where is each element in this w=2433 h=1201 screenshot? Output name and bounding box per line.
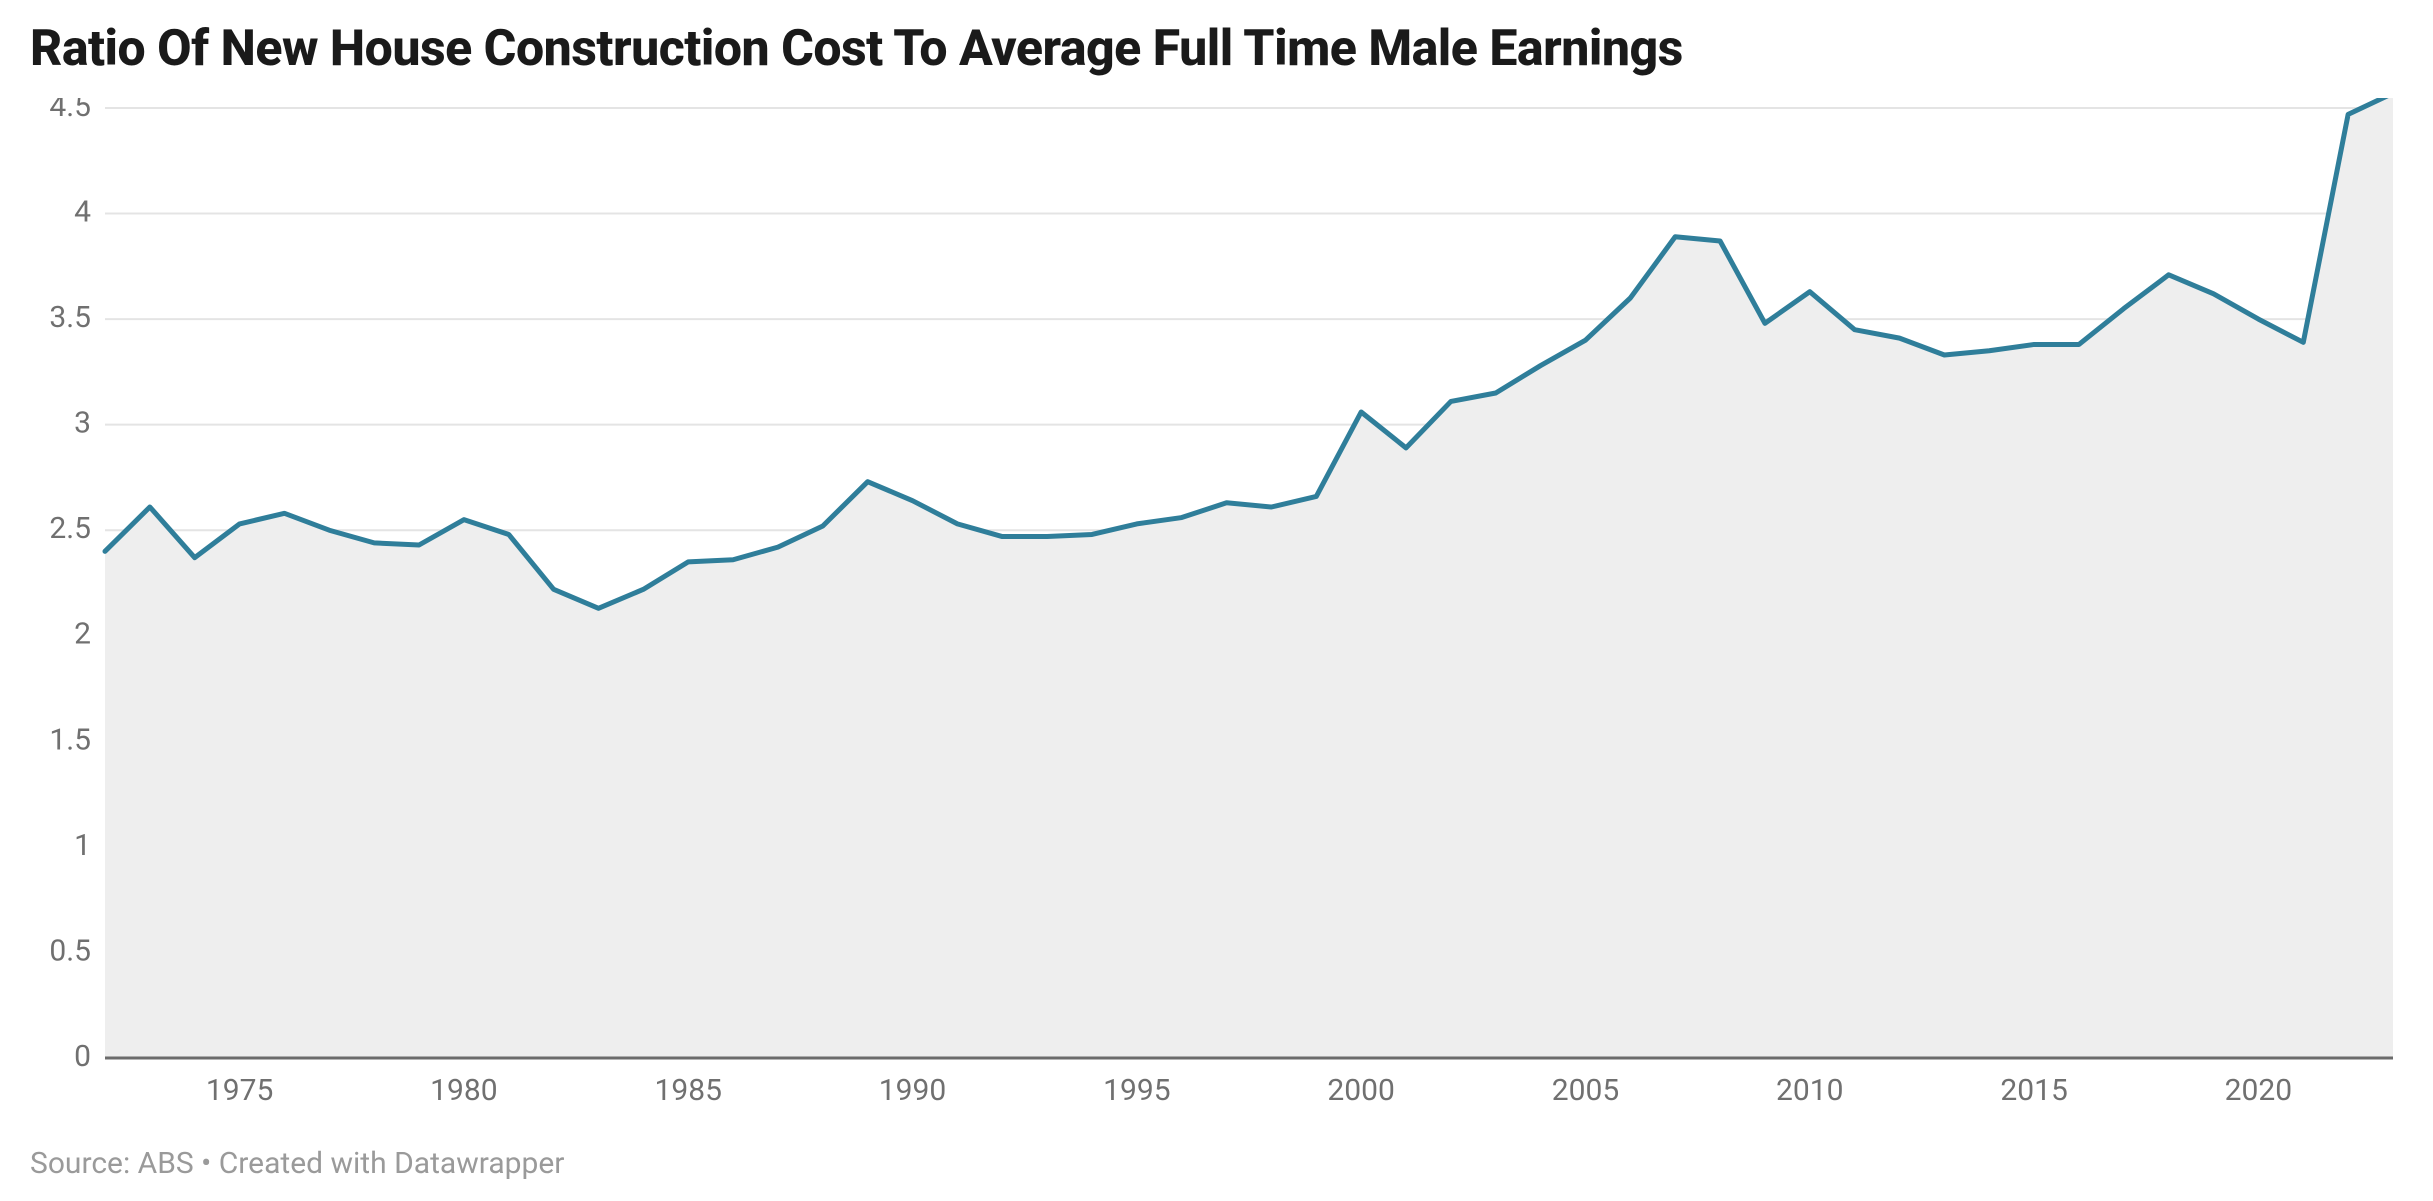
chart-plot-area: 0 0.5 1 1.5 2 2.5 3 3.5 4 4.5 1975 1980 1985 1990 1995…	[30, 98, 2403, 1128]
y-tick-label: 4.5	[49, 98, 91, 124]
x-tick-label: 2015	[2000, 1073, 2067, 1108]
y-tick-label: 3	[74, 406, 91, 441]
x-tick-label: 2010	[1776, 1073, 1843, 1108]
x-tick-label: 2005	[1552, 1073, 1619, 1108]
y-tick-label: 3.5	[49, 300, 91, 335]
x-tick-label: 2000	[1327, 1073, 1394, 1108]
y-tick-label: 1.5	[49, 722, 91, 757]
x-tick-label: 2020	[2225, 1073, 2292, 1108]
y-tick-label: 2.5	[49, 511, 91, 546]
y-tick-label: 2	[74, 617, 91, 652]
x-tick-label: 1990	[879, 1073, 946, 1108]
y-tick-label: 0.5	[49, 933, 91, 968]
chart-svg: 0 0.5 1 1.5 2 2.5 3 3.5 4 4.5 1975 1980 1985 1990 1995…	[30, 98, 2403, 1118]
y-tick-label: 0	[74, 1039, 91, 1074]
x-tick-label: 1995	[1103, 1073, 1170, 1108]
y-tick-label: 4	[74, 194, 91, 229]
x-tick-label: 1980	[430, 1073, 497, 1108]
x-tick-label: 1985	[654, 1073, 721, 1108]
chart-container: Ratio Of New House Construction Cost To …	[0, 0, 2433, 1201]
chart-title: Ratio Of New House Construction Cost To …	[30, 20, 2403, 78]
y-tick-label: 1	[74, 828, 91, 863]
x-tick-label: 1975	[206, 1073, 273, 1108]
series-area	[105, 98, 2393, 1058]
chart-footer: Source: ABS • Created with Datawrapper	[30, 1146, 2403, 1181]
